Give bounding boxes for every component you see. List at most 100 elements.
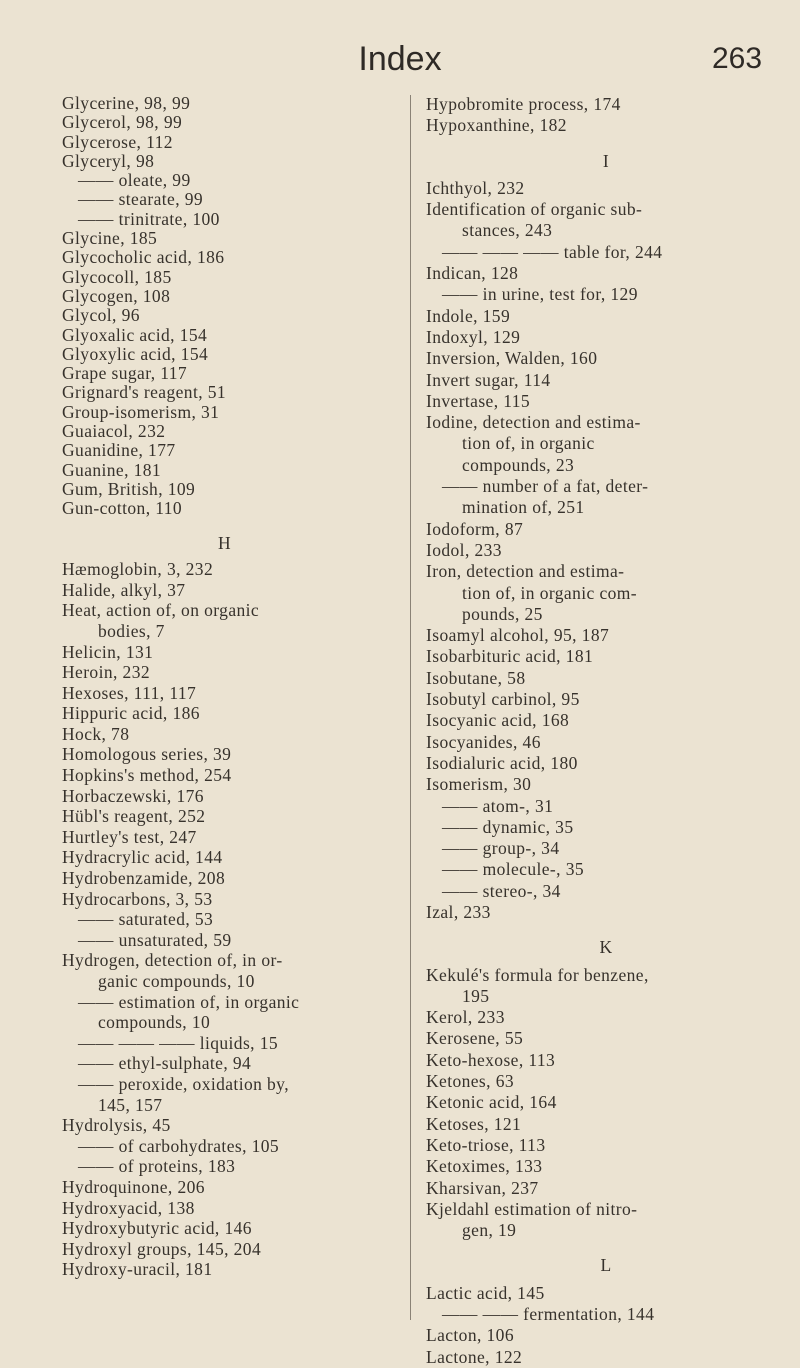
index-entry: 145, 157 bbox=[98, 1094, 163, 1115]
index-entry: —— —— —— liquids, 15 bbox=[78, 1032, 279, 1053]
index-entry: Kekulé's formula for benzene, bbox=[426, 964, 649, 985]
index-entry: —— dynamic, 35 bbox=[442, 816, 574, 837]
index-entry: Hopkins's method, 254 bbox=[62, 765, 232, 786]
index-entry: Group-isomerism, 31 bbox=[62, 401, 220, 422]
index-entry: —— number of a fat, deter- bbox=[442, 476, 649, 497]
index-entry: Ketoximes, 133 bbox=[426, 1156, 543, 1177]
index-entry: Hydroxyl groups, 145, 204 bbox=[62, 1238, 262, 1259]
index-entry: Lactic acid, 145 bbox=[426, 1282, 545, 1303]
index-entry: Indole, 159 bbox=[426, 305, 511, 326]
section-letter: I bbox=[602, 150, 610, 171]
index-entry: gen, 19 bbox=[462, 1220, 517, 1241]
index-entry: Glycol, 96 bbox=[62, 305, 140, 326]
index-entry: Hippuric acid, 186 bbox=[62, 703, 200, 724]
index-entry: Ichthyol, 232 bbox=[426, 177, 525, 198]
index-entry: Isobutane, 58 bbox=[426, 667, 526, 688]
index-entry: Identification of organic sub- bbox=[426, 199, 643, 220]
index-entry: Izal, 233 bbox=[426, 901, 491, 922]
index-entry: Hypoxanthine, 182 bbox=[426, 115, 567, 136]
index-entry: Ketones, 63 bbox=[426, 1071, 514, 1092]
index-entry: Helicin, 131 bbox=[62, 641, 154, 662]
index-entry: —— estimation of, in organic bbox=[78, 991, 300, 1012]
index-column-right: Hypobromite process, 174 Hypoxanthine, 18… bbox=[426, 94, 786, 1368]
section-letter: H bbox=[217, 532, 232, 553]
index-entry: Hurtley's test, 247 bbox=[62, 826, 197, 847]
index-entry: Iron, detection and estima- bbox=[426, 561, 625, 582]
index-entry: Heroin, 232 bbox=[62, 662, 150, 683]
index-entry: Glycocoll, 185 bbox=[62, 266, 172, 287]
index-entry: Hydroxybutyric acid, 146 bbox=[62, 1218, 252, 1239]
index-entry: Glyoxalic acid, 154 bbox=[62, 324, 208, 345]
index-entry: Gun-cotton, 110 bbox=[62, 498, 183, 519]
index-entry: Hock, 78 bbox=[62, 723, 130, 744]
index-entry: —— of carbohydrates, 105 bbox=[78, 1135, 280, 1156]
index-entry: pounds, 25 bbox=[462, 603, 543, 624]
index-column-left: Glycerine, 98, 99 Glycerol, 98, 99 Glycero… bbox=[62, 93, 387, 1280]
index-entry: —— peroxide, oxidation by, bbox=[78, 1073, 289, 1094]
index-entry: —— stearate, 99 bbox=[78, 189, 204, 210]
section-letter: K bbox=[599, 937, 613, 958]
index-entry: Guanine, 181 bbox=[62, 459, 162, 480]
index-entry: —— ethyl-sulphate, 94 bbox=[78, 1053, 252, 1074]
index-entry: Inversion, Walden, 160 bbox=[426, 348, 598, 369]
index-entry: Invert sugar, 114 bbox=[426, 369, 551, 390]
index-entry: Indoxyl, 129 bbox=[426, 326, 521, 347]
index-entry: Ketoses, 121 bbox=[426, 1113, 522, 1134]
index-section: H Hæmoglobin, 3, 232 Halide, alkyl, 37 Heat… bbox=[62, 533, 387, 1280]
index-entry: Kerol, 233 bbox=[426, 1007, 505, 1028]
index-entry: Isobutyl carbinol, 95 bbox=[426, 689, 580, 710]
section-letter: L bbox=[600, 1255, 612, 1276]
column-divider bbox=[410, 95, 411, 1320]
index-entry: Halide, alkyl, 37 bbox=[62, 579, 186, 600]
index-entry: Hübl's reagent, 252 bbox=[62, 806, 206, 827]
index-entry: —— oleate, 99 bbox=[78, 170, 191, 191]
index-entry: Isomerism, 30 bbox=[426, 774, 532, 795]
index-entry: Glyceryl, 98 bbox=[62, 150, 155, 171]
index-entry: Hæmoglobin, 3, 232 bbox=[62, 559, 214, 580]
index-entry: Isobarbituric acid, 181 bbox=[426, 646, 594, 667]
index-entry: Hydrolysis, 45 bbox=[62, 1115, 171, 1136]
index-entry: Guaiacol, 232 bbox=[62, 421, 166, 442]
index-entry: Glycerose, 112 bbox=[62, 131, 173, 152]
index-entry: Grape sugar, 117 bbox=[62, 363, 188, 384]
index-entry: Heat, action of, on organic bbox=[62, 600, 260, 621]
index-entry: —— atom-, 31 bbox=[442, 795, 554, 816]
index-entry: Keto-triose, 113 bbox=[426, 1134, 546, 1155]
index-entry: Kjeldahl estimation of nitro- bbox=[426, 1198, 638, 1219]
index-entry: Glyoxylic acid, 154 bbox=[62, 343, 209, 364]
index-entry: Hydracrylic acid, 144 bbox=[62, 847, 223, 868]
index-entry: Glycerine, 98, 99 bbox=[62, 93, 191, 113]
index-entry: Isoamyl alcohol, 95, 187 bbox=[426, 625, 610, 646]
index-entry: bodies, 7 bbox=[98, 620, 165, 641]
index-entry: —— saturated, 53 bbox=[78, 909, 214, 930]
index-entry: Ketonic acid, 164 bbox=[426, 1092, 557, 1113]
index-entry: compounds, 10 bbox=[98, 1012, 211, 1033]
index-entry: Kerosene, 55 bbox=[426, 1028, 524, 1049]
index-entry: —— stereo-, 34 bbox=[442, 880, 561, 901]
index-entry: Isocyanic acid, 168 bbox=[426, 710, 570, 731]
index-entry: Isodialuric acid, 180 bbox=[426, 752, 578, 773]
index-entry: compounds, 23 bbox=[462, 454, 575, 475]
index-entry: Lactone, 122 bbox=[426, 1346, 523, 1367]
index-entry: tion of, in organic bbox=[462, 433, 595, 454]
index-entry: Hypobromite process, 174 bbox=[426, 94, 621, 114]
index-entry: Hydroxy-uracil, 181 bbox=[62, 1259, 213, 1280]
index-entry: —— unsaturated, 59 bbox=[78, 929, 232, 950]
index-entry: Iodol, 233 bbox=[426, 539, 502, 560]
index-entry: Iodine, detection and estima- bbox=[426, 412, 641, 433]
index-entry: —— trinitrate, 100 bbox=[78, 208, 220, 229]
index-entry: —— group-, 34 bbox=[442, 838, 560, 859]
index-entry: Iodoform, 87 bbox=[426, 518, 524, 539]
index-entry: Glycocholic acid, 186 bbox=[62, 247, 225, 268]
index-entry: Grignard's reagent, 51 bbox=[62, 382, 227, 403]
index-entry: Glycine, 185 bbox=[62, 228, 158, 249]
index-entry: Hexoses, 111, 117 bbox=[62, 682, 197, 703]
index-entry: Glycerol, 98, 99 bbox=[62, 112, 183, 133]
index-entry: —— molecule-, 35 bbox=[442, 859, 584, 880]
index-entry: Homologous series, 39 bbox=[62, 744, 232, 765]
index-entry: —— of proteins, 183 bbox=[78, 1156, 236, 1177]
index-entry: —— in urine, test for, 129 bbox=[442, 284, 638, 305]
index-entry: Glycogen, 108 bbox=[62, 285, 171, 306]
index-entry: Hydroxyacid, 138 bbox=[62, 1197, 195, 1218]
index-entry: tion of, in organic com- bbox=[462, 582, 638, 603]
